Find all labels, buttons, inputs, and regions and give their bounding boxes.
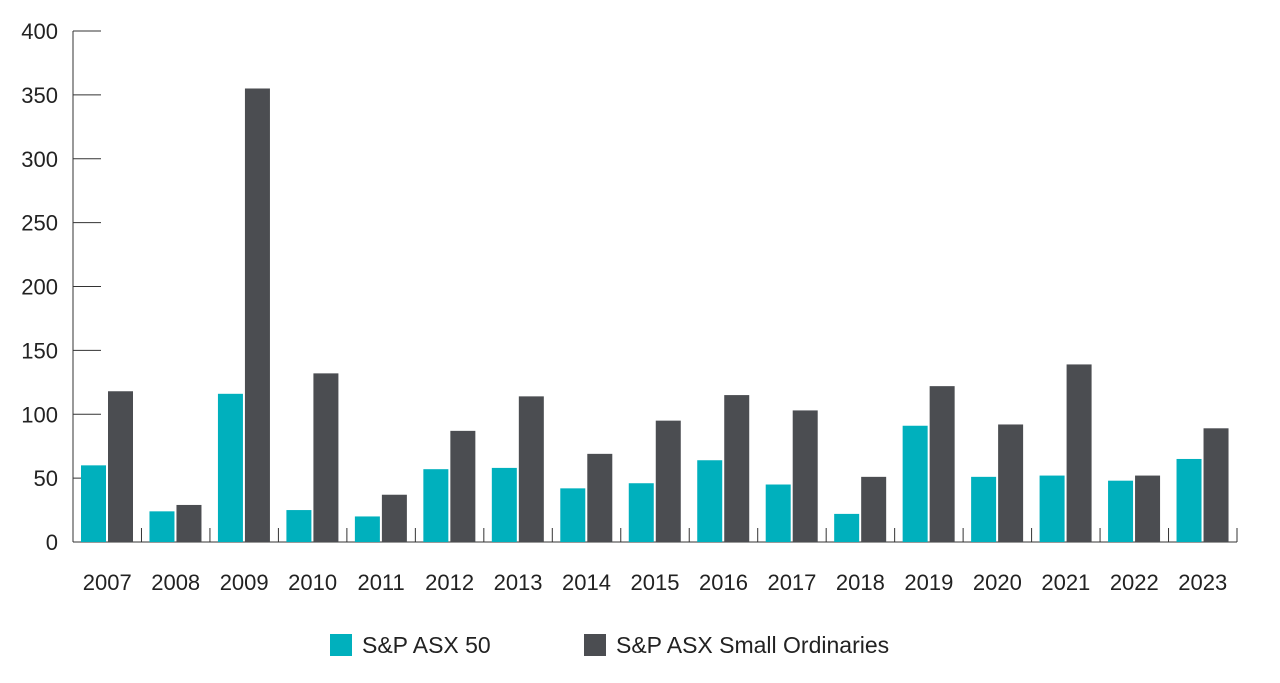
y-tick-label: 400 xyxy=(21,19,58,44)
bar-small-ordinaries-2021 xyxy=(1066,364,1092,542)
y-tick-label: 150 xyxy=(21,338,58,363)
bar-asx50-2017 xyxy=(765,484,791,542)
x-tick-label: 2018 xyxy=(836,570,885,595)
bar-small-ordinaries-2014 xyxy=(587,453,613,542)
legend-item-small-ordinaries: S&P ASX Small Ordinaries xyxy=(584,628,889,662)
x-tick-label: 2017 xyxy=(767,570,816,595)
bar-small-ordinaries-2012 xyxy=(450,430,476,542)
bar-small-ordinaries-2007 xyxy=(108,391,133,542)
bar-asx50-2007 xyxy=(81,465,106,542)
x-tick-label: 2012 xyxy=(425,570,474,595)
bar-asx50-2011 xyxy=(354,516,380,542)
bar-asx50-2010 xyxy=(286,510,312,542)
bar-asx50-2008 xyxy=(149,511,175,542)
x-tick-label: 2019 xyxy=(904,570,953,595)
y-tick-label: 50 xyxy=(34,466,58,491)
x-tick-label: 2011 xyxy=(357,570,404,595)
bar-small-ordinaries-2022 xyxy=(1135,475,1161,542)
x-tick-label: 2022 xyxy=(1110,570,1159,595)
bar-asx50-2023 xyxy=(1176,458,1202,542)
bar-asx50-2009 xyxy=(217,393,243,542)
bar-small-ordinaries-2020 xyxy=(998,424,1024,542)
legend-label-asx50: S&P ASX 50 xyxy=(362,631,491,658)
x-tick-label: 2016 xyxy=(699,570,748,595)
x-tick-label: 2013 xyxy=(494,570,543,595)
y-tick-label: 300 xyxy=(21,147,58,172)
x-tick-label: 2009 xyxy=(220,570,269,595)
bar-small-ordinaries-2019 xyxy=(929,386,955,542)
bar-asx50-2014 xyxy=(560,488,586,542)
x-tick-label: 2010 xyxy=(288,570,337,595)
bar-small-ordinaries-2010 xyxy=(313,373,339,542)
x-tick-label: 2021 xyxy=(1041,570,1090,595)
bar-small-ordinaries-2011 xyxy=(381,494,407,542)
bar-small-ordinaries-2016 xyxy=(724,395,750,542)
legend-swatch-asx50 xyxy=(330,634,352,656)
x-axis: 2007 2008 2009 2010 2011 2012 2013 2014 2015 2016… xyxy=(73,528,1238,595)
bar-asx50-2021 xyxy=(1039,475,1065,542)
bar-asx50-2019 xyxy=(902,425,928,542)
bar-small-ordinaries-2018 xyxy=(861,476,887,542)
bar-chart: 0 50 100 150 200 250 300 350 400 2007 2008 2009 201… xyxy=(21,19,1238,595)
y-tick-label: 0 xyxy=(46,530,58,555)
x-tick-label: 2008 xyxy=(151,570,200,595)
bar-asx50-2022 xyxy=(1108,480,1134,542)
x-tick-label: 2014 xyxy=(562,570,611,595)
x-tick-label: 2007 xyxy=(83,570,132,595)
bar-small-ordinaries-2015 xyxy=(655,420,681,542)
x-tick-label: 2020 xyxy=(973,570,1022,595)
bar-asx50-2012 xyxy=(423,469,449,542)
legend: S&P ASX 50 S&P ASX Small Ordinaries xyxy=(0,628,1280,662)
bar-small-ordinaries-2013 xyxy=(518,396,544,542)
bar-asx50-2015 xyxy=(628,483,654,542)
legend-item-asx50: S&P ASX 50 xyxy=(330,628,491,662)
bar-small-ordinaries-2017 xyxy=(792,410,818,542)
y-tick-label: 100 xyxy=(21,402,58,427)
y-tick-label: 200 xyxy=(21,275,58,300)
legend-label-small-ordinaries: S&P ASX Small Ordinaries xyxy=(616,631,890,658)
x-tick-label: 2015 xyxy=(631,570,680,595)
y-tick-label: 350 xyxy=(21,83,58,108)
bar-small-ordinaries-2023 xyxy=(1203,428,1229,542)
bar-asx50-2020 xyxy=(971,476,997,542)
y-tick-label: 250 xyxy=(21,211,58,236)
y-axis: 0 50 100 150 200 250 300 350 400 xyxy=(21,19,101,555)
bars xyxy=(81,88,1229,543)
bar-small-ordinaries-2008 xyxy=(176,504,202,542)
legend-swatch-small-ordinaries xyxy=(584,634,606,656)
x-tick-label: 2023 xyxy=(1178,570,1227,595)
bar-asx50-2013 xyxy=(491,467,517,542)
bar-asx50-2016 xyxy=(697,460,723,542)
bar-asx50-2018 xyxy=(834,513,860,542)
bar-small-ordinaries-2009 xyxy=(244,88,270,543)
